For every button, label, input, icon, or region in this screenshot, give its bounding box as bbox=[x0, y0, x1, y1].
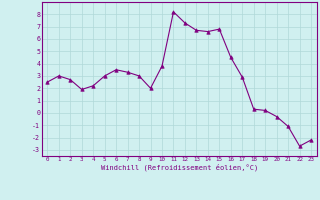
X-axis label: Windchill (Refroidissement éolien,°C): Windchill (Refroidissement éolien,°C) bbox=[100, 164, 258, 171]
